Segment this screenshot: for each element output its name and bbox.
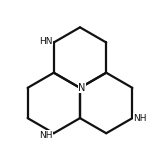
Text: HN: HN (39, 37, 53, 46)
Text: N: N (78, 83, 86, 93)
Text: NH: NH (133, 114, 147, 123)
Text: NH: NH (39, 131, 53, 140)
